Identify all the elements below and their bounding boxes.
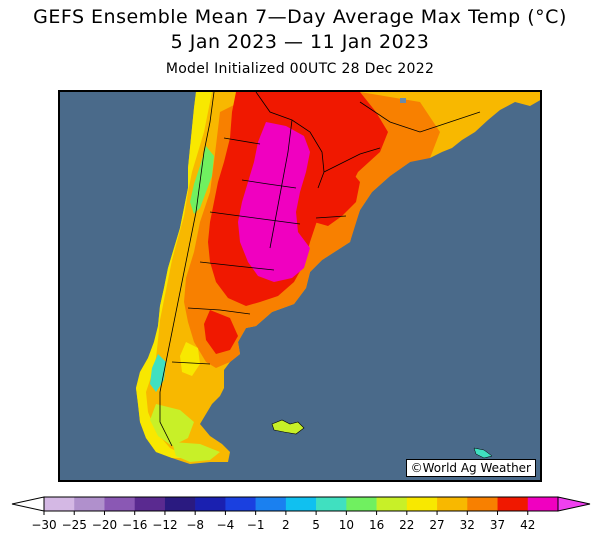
colorbar-swatch	[346, 497, 377, 511]
colorbar-tick-label: 10	[339, 518, 354, 532]
hottest-magenta	[238, 122, 310, 282]
colorbar-swatch	[74, 497, 105, 511]
colorbar-swatch	[285, 497, 317, 511]
map-canvas	[60, 92, 540, 480]
colorbar-tick-label: −1	[247, 518, 265, 532]
colorbar-tick-label: 16	[369, 518, 384, 532]
falkland-islands	[271, 419, 305, 435]
colorbar-swatch	[225, 497, 256, 511]
colorbar-swatch	[134, 497, 166, 511]
patagonia-red	[204, 310, 238, 354]
colorbar-frame	[43, 496, 559, 512]
lake-marker	[400, 98, 406, 103]
colorbar-swatch	[164, 497, 196, 511]
colorbar-tick-label: 32	[460, 518, 475, 532]
map-title: GEFS Ensemble Mean 7—Day Average Max Tem…	[33, 6, 567, 28]
colorbar-tick-label: −12	[152, 518, 177, 532]
chile-band	[136, 92, 212, 458]
colorbar-swatch	[437, 497, 468, 511]
colorbar-tick-label: 22	[399, 518, 414, 532]
colorbar-over-arrow	[557, 496, 591, 512]
colorbar-swatch	[376, 497, 408, 511]
andes-cool-north	[190, 146, 214, 214]
colorbar-tick-label: 5	[312, 518, 320, 532]
colorbar-tick-label: −30	[31, 518, 56, 532]
colorbar-swatch	[467, 497, 498, 511]
colorbar-swatch	[527, 497, 559, 511]
model-init-label: Model Initialized 00UTC 28 Dec 2022	[165, 61, 435, 77]
south-tip-cool	[172, 442, 220, 462]
temperature-colorbar: −30 −25 −20 −16 −12 −8 −4 −1 2 5 10 16 22 27 32 37 42	[11, 496, 591, 532]
colorbar-tick-label: −4	[217, 518, 235, 532]
colorbar-swatch	[104, 497, 136, 511]
colorbar-tick-label: −25	[62, 518, 87, 532]
date-range: 5 Jan 2023 — 11 Jan 2023	[170, 31, 430, 53]
colorbar-tick-label: −16	[122, 518, 147, 532]
credit-label: ©World Ag Weather	[405, 459, 536, 477]
borders	[159, 92, 481, 447]
south-georgia	[473, 447, 493, 459]
colorbar-tick-label: 37	[490, 518, 505, 532]
colorbar-tick-label: 27	[429, 518, 444, 532]
colorbar-tick-label: −8	[186, 518, 204, 532]
colorbar-swatch	[255, 497, 287, 511]
tierra-del-fuego-cool	[150, 404, 194, 446]
colorbar-tick-label: 42	[520, 518, 535, 532]
interior-yellow-highlight	[180, 342, 200, 376]
temperature-map: ©World Ag Weather	[58, 90, 542, 482]
colorbar-swatch	[497, 497, 529, 511]
colorbar-tick-label: −20	[92, 518, 117, 532]
colorbar-swatch	[195, 497, 226, 511]
colorbar-tick-label: 2	[282, 518, 290, 532]
colorbar-swatch	[406, 497, 438, 511]
colorbar-under-arrow	[11, 496, 45, 512]
colorbar-swatch	[316, 497, 347, 511]
colorbar-swatch	[44, 497, 75, 511]
